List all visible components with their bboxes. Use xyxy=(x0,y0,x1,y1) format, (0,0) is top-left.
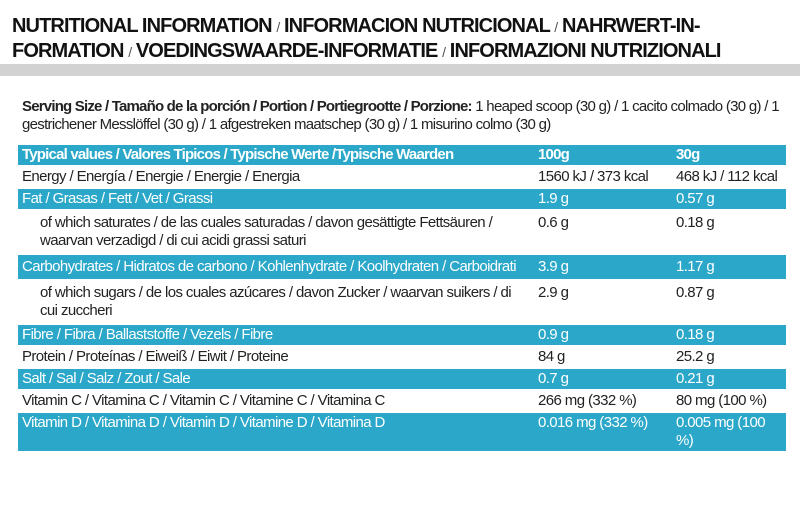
table-row-fat: Fat / Grasas / Fett / Vet / Grassi 1.9 g… xyxy=(18,189,786,209)
row-value-30g: 0.21 g xyxy=(672,369,786,389)
row-value-100g: 0.7 g xyxy=(534,369,672,389)
row-value-30g: 0.005 mg (100 %) xyxy=(672,413,786,451)
table-row-saturates: of which saturates / de las cuales satur… xyxy=(18,211,786,253)
table-row-protein: Protein / Proteínas / Eiweiß / Eiwit / P… xyxy=(18,347,786,367)
row-value-30g: 0.87 g xyxy=(676,284,715,301)
divider-bar xyxy=(0,64,800,76)
row-label: of which sugars / de los cuales azúcares… xyxy=(40,284,512,319)
table-row-salt: Salt / Sal / Salz / Zout / Sale 0.7 g 0.… xyxy=(18,369,786,389)
header-100g: 100g xyxy=(534,145,672,165)
row-value-100g: 0.016 mg (332 %) xyxy=(534,413,672,451)
nutrition-table: Typical values / Valores Tipicos / Typis… xyxy=(18,143,786,453)
title-separator: / xyxy=(554,19,558,35)
title-it: INFORMAZIONI NUTRIZIONALI xyxy=(449,40,722,62)
title-en: NUTRITIONAL INFORMATION xyxy=(12,15,273,37)
row-value-100g: 0.9 g xyxy=(534,325,672,345)
row-label: Energy / Energía / Energie / Energie / E… xyxy=(22,168,300,185)
row-value-30g: 80 mg (100 %) xyxy=(676,392,767,409)
row-value-100g: 3.9 g xyxy=(534,255,672,279)
title-nl: VOEDINGSWAARDE-INFORMATIE xyxy=(135,40,438,62)
row-value-100g: 1.9 g xyxy=(534,189,672,209)
row-label: Salt / Sal / Salz / Zout / Sale xyxy=(18,369,534,389)
title-es: INFORMACION NUTRICIONAL xyxy=(284,15,550,37)
row-label: Carbohydrates / Hidratos de carbono / Ko… xyxy=(18,255,534,279)
row-value-30g: 0.57 g xyxy=(672,189,786,209)
table-row-carbohydrates: Carbohydrates / Hidratos de carbono / Ko… xyxy=(18,255,786,279)
serving-size-label: Serving Size / Tamaño de la porción / Po… xyxy=(22,98,473,115)
row-value-30g: 0.18 g xyxy=(672,325,786,345)
serving-size-value: 1 heaped scoop (30 g) / 1 cacito colmado… xyxy=(22,98,780,133)
row-value-30g: 1.17 g xyxy=(672,255,786,279)
title-de-part2: FORMATION xyxy=(12,40,124,62)
row-value-100g: 1560 kJ / 373 kcal xyxy=(538,168,649,185)
row-label: Fibre / Fibra / Ballaststoffe / Vezels /… xyxy=(18,325,534,345)
row-label: Fat / Grasas / Fett / Vet / Grassi xyxy=(18,189,534,209)
title-separator: / xyxy=(128,44,132,60)
row-value-100g: 84 g xyxy=(538,348,565,365)
title-separator: / xyxy=(442,44,446,60)
row-value-100g: 0.6 g xyxy=(538,214,569,231)
row-value-30g: 0.18 g xyxy=(676,214,715,231)
row-value-100g: 266 mg (332 %) xyxy=(538,392,637,409)
row-value-100g: 2.9 g xyxy=(538,284,569,301)
title-de-part1: NAHRWERT-IN- xyxy=(561,15,701,37)
row-label: of which saturates / de las cuales satur… xyxy=(40,214,493,249)
row-value-30g: 25.2 g xyxy=(676,348,715,365)
row-label: Vitamin C / Vitamina C / Vitamin C / Vit… xyxy=(22,392,385,409)
table-row-vitamin-c: Vitamin C / Vitamina C / Vitamin C / Vit… xyxy=(18,391,786,411)
header-label: Typical values / Valores Tipicos / Typis… xyxy=(18,145,534,165)
serving-size: Serving Size / Tamaño de la porción / Po… xyxy=(22,98,792,134)
title-separator: / xyxy=(276,19,280,35)
row-value-30g: 468 kJ / 112 kcal xyxy=(676,168,778,185)
page-title: NUTRITIONAL INFORMATION / INFORMACION NU… xyxy=(12,14,800,64)
row-label: Vitamin D / Vitamina D / Vitamin D / Vit… xyxy=(18,413,534,451)
table-header: Typical values / Valores Tipicos / Typis… xyxy=(18,145,786,165)
table-row-energy: Energy / Energía / Energie / Energie / E… xyxy=(18,167,786,187)
header-30g: 30g xyxy=(672,145,786,165)
table-row-fibre: Fibre / Fibra / Ballaststoffe / Vezels /… xyxy=(18,325,786,345)
table-row-sugars: of which sugars / de los cuales azúcares… xyxy=(18,281,786,323)
row-label: Protein / Proteínas / Eiweiß / Eiwit / P… xyxy=(22,348,289,365)
table-row-vitamin-d: Vitamin D / Vitamina D / Vitamin D / Vit… xyxy=(18,413,786,451)
